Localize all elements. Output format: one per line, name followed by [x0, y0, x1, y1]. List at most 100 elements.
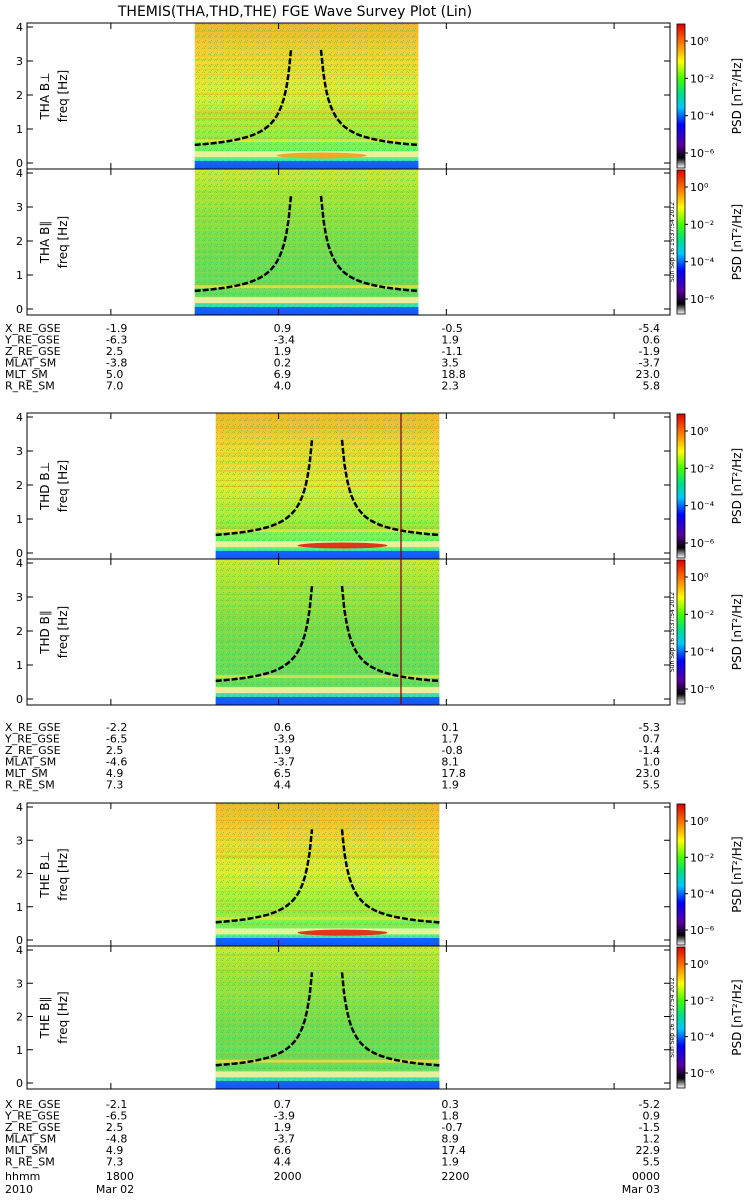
ephemeris-value: -1.9: [639, 345, 660, 358]
spectral-band: [215, 505, 440, 507]
ephemeris-label: MLAT_SM: [5, 756, 56, 769]
spectrogram-speckle: [215, 413, 440, 559]
cyclotron-curve: [194, 49, 293, 147]
ephemeris-value: 0.6: [274, 721, 292, 734]
ephemeris-value: 0.9: [643, 1110, 661, 1123]
spectral-band: [194, 92, 419, 94]
spectral-band: [215, 855, 440, 857]
ephemeris-value: -0.7: [441, 1121, 462, 1134]
spectral-band: [215, 469, 440, 471]
ephemeris-value: 23.0: [636, 767, 661, 780]
spectral-band: [194, 285, 419, 289]
y-tick-label: 0: [16, 693, 23, 706]
ephemeris-value: -2.2: [106, 721, 127, 734]
ephemeris-value: 4.0: [274, 380, 292, 393]
spectral-band: [215, 1020, 440, 1022]
colorbar-tick-label: 10⁻⁴: [690, 256, 715, 269]
colorbar-tick-label: 10⁻²: [690, 218, 714, 231]
spectral-band: [215, 855, 440, 857]
spectral-band: [215, 628, 440, 630]
spectral-band: [194, 125, 419, 127]
ephemeris-label: MLAT_SM: [5, 357, 56, 370]
spectrogram-panel: 0 1 2 3 4 THE B∥ freq [Hz] 10⁰ 10⁻² 10⁻⁴ 10⁻⁶ PSD […: [16, 944, 744, 1090]
spectral-band: [215, 626, 440, 628]
ephemeris-value: -6.3: [106, 334, 127, 347]
colorbar-tick-label: 10⁰: [690, 181, 709, 194]
spectral-band: [215, 522, 440, 524]
colorbar-tick-label: 10⁻²: [690, 851, 714, 864]
spectral-band: [215, 526, 440, 528]
ephemeris-value: -1.5: [639, 1121, 660, 1134]
x-row-label: hhmm: [5, 1170, 40, 1183]
spectral-band: [194, 256, 419, 258]
ephemeris-value: -4.6: [106, 756, 127, 769]
spectral-band: [215, 427, 440, 429]
hot-spot: [276, 152, 367, 159]
spectral-band: [194, 137, 419, 139]
spectral-band: [215, 938, 440, 946]
ephemeris-value: -3.4: [274, 334, 295, 347]
spectral-band: [215, 835, 440, 837]
ephemeris-value: 1.0: [643, 756, 661, 769]
spectral-band: [215, 954, 440, 956]
spectrogram-speckle: [194, 169, 419, 315]
spectral-band: [215, 443, 440, 445]
ephemeris-value: 6.9: [274, 368, 292, 381]
spectral-band: [194, 215, 419, 217]
ephemeris-label: Z_RE_GSE: [5, 1121, 61, 1134]
probe-thd: 0 1 2 3 4 THD B⊥ freq [Hz] 10⁰ 10⁻² 10⁻⁴ 10⁻⁶ PSD […: [16, 411, 744, 706]
spectral-band: [194, 104, 419, 106]
ephemeris-value: 0.6: [643, 334, 661, 347]
panel-label: THA B∥: [38, 221, 52, 265]
y-axis-label: freq [Hz]: [56, 606, 70, 658]
spectral-band: [215, 485, 440, 487]
spectral-band: [194, 270, 419, 272]
spectral-band: [194, 139, 419, 143]
cyclotron-curve: [215, 439, 314, 537]
ephemeris-value: 3.5: [441, 357, 459, 370]
y-tick-label: 0: [16, 157, 23, 170]
colorbar-gradient: [676, 23, 686, 169]
y-tick-label: 2: [16, 235, 23, 248]
ephemeris-label: MLT_SM: [5, 368, 48, 381]
colorbar-tick-label: 10⁰: [690, 958, 709, 971]
spectral-band: [215, 697, 440, 705]
colorbar-label: PSD [nT²/Hz]: [730, 836, 744, 912]
spectral-band: [194, 283, 419, 285]
spectral-band: [215, 969, 440, 971]
x-date-label: Mar 02: [96, 1183, 134, 1196]
y-tick-label: 1: [16, 123, 23, 136]
colorbar-tick-label: 10⁻⁶: [690, 683, 715, 696]
colorbar-label: PSD [nT²/Hz]: [730, 204, 744, 280]
spectral-band: [215, 850, 440, 852]
spectral-band: [215, 646, 440, 648]
spectral-band: [215, 1081, 440, 1089]
ephemeris-value: 4.4: [274, 779, 292, 792]
timestamp-stamp: Sun Sep 16 15:37:54 2012: [669, 202, 676, 282]
spectral-band: [194, 37, 419, 39]
spectral-band: [215, 819, 440, 821]
ephemeris-label: Y_RE_GSE: [4, 1110, 60, 1123]
spectral-band: [215, 910, 440, 912]
spectral-band: [215, 614, 440, 616]
spectral-band: [194, 69, 419, 71]
colorbar-tick-label: 10⁻⁶: [690, 537, 715, 550]
spectrogram-speckle: [215, 803, 440, 946]
ephemeris-label: R_RE_SM: [5, 779, 55, 792]
spectral-band: [215, 856, 440, 858]
colorbar: 10⁰ 10⁻² 10⁻⁴ 10⁻⁶ PSD [nT²/Hz]: [676, 23, 744, 169]
spectral-band: [194, 256, 419, 258]
ephemeris-label: R_RE_SM: [5, 380, 55, 393]
y-tick-label: 2: [16, 868, 23, 881]
cyclotron-curve: [215, 972, 314, 1067]
ephemeris-value: 1.9: [274, 744, 292, 757]
x-tick-label: 0000: [632, 1170, 660, 1183]
spectral-band: [215, 1058, 440, 1060]
spectral-band: [215, 903, 440, 905]
spectrogram-panel: 0 1 2 3 4 THE B⊥ freq [Hz] 10⁰ 10⁻² 10⁻⁴ 10⁻⁶ PSD […: [16, 801, 744, 947]
ephemeris-label: X_RE_GSE: [5, 1098, 61, 1111]
y-tick-label: 4: [16, 21, 23, 34]
spectral-band: [215, 962, 440, 964]
colorbar-label: PSD [nT²/Hz]: [730, 448, 744, 524]
